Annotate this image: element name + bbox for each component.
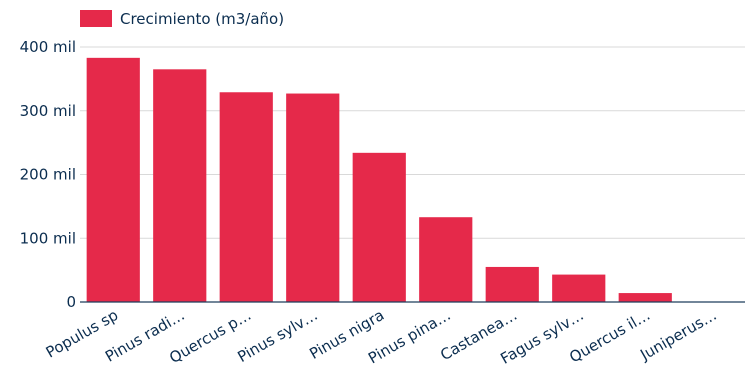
bar[interactable]	[219, 92, 273, 302]
legend[interactable]: Crecimiento (m3/año)	[80, 10, 284, 28]
y-tick-label: 400 mil	[20, 38, 76, 56]
bar[interactable]	[352, 152, 406, 302]
bar[interactable]	[419, 217, 473, 302]
y-tick-label: 0	[66, 293, 76, 311]
bar[interactable]	[153, 69, 207, 302]
bar[interactable]	[86, 57, 140, 303]
bar[interactable]	[552, 274, 606, 302]
bar[interactable]	[485, 266, 539, 302]
legend-swatch	[80, 10, 112, 27]
bar[interactable]	[286, 93, 340, 302]
legend-label: Crecimiento (m3/año)	[120, 10, 284, 28]
y-tick-label: 200 mil	[20, 166, 76, 184]
y-tick-label: 300 mil	[20, 102, 76, 120]
bar[interactable]	[618, 293, 672, 302]
y-axis-labels: 0 100 mil 200 mil 300 mil 400 mil	[20, 38, 76, 311]
bars	[86, 57, 672, 303]
y-tick-label: 100 mil	[20, 229, 76, 247]
